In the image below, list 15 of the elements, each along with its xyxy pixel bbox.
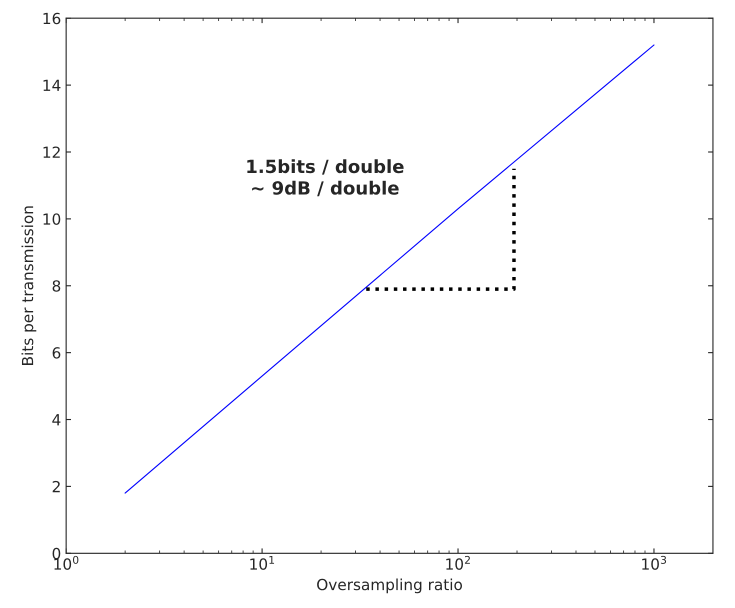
annotation: 1.5bits / double ~ 9dB / double	[247, 159, 404, 196]
y-tick-label: 14	[44, 80, 60, 91]
y-tick-label: 6	[52, 347, 60, 359]
y-tick-label: 2	[52, 480, 60, 492]
x-axis-title: Oversampling ratio	[317, 578, 462, 594]
y-tick-label: 4	[52, 414, 60, 426]
y-axis-title: Bits per transmission	[22, 206, 36, 365]
y-tick-label: 8	[52, 280, 60, 292]
y-tick-label: 0	[52, 548, 60, 560]
x-tick-label: 10$^{1}$	[250, 556, 274, 570]
y-tick-label: 10	[44, 213, 60, 225]
y-tick-label: 16	[44, 12, 60, 24]
x-tick-label: 10$^{3}$	[642, 556, 666, 570]
x-tick-label: 10$^{2}$	[446, 556, 470, 570]
y-tick-label: 12	[44, 146, 60, 158]
